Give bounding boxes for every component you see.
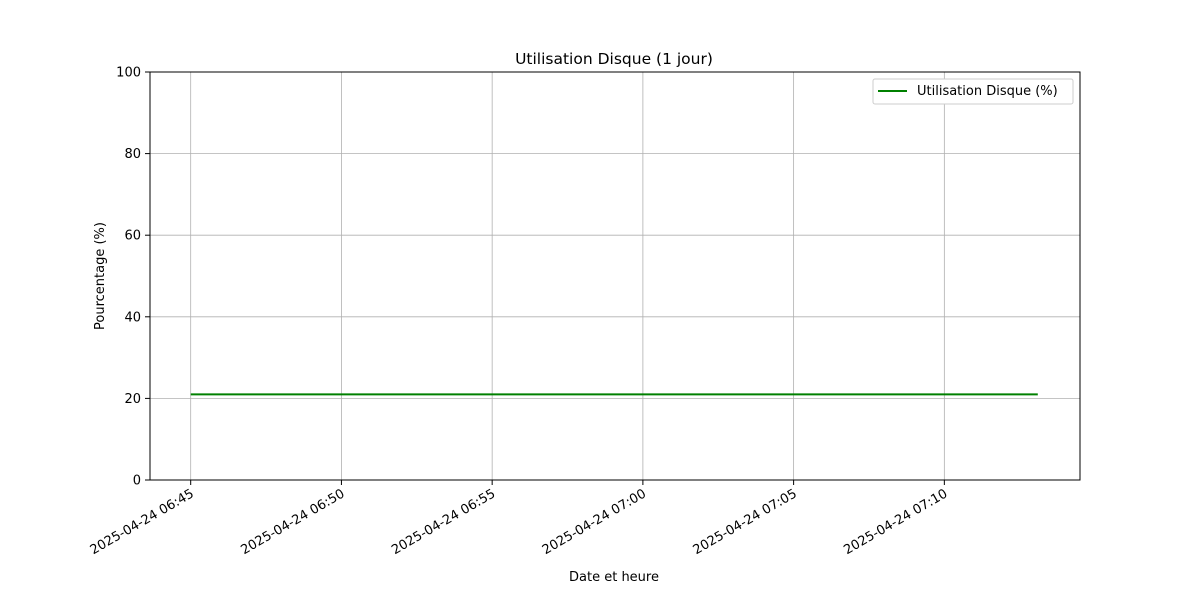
y-axis-title: Pourcentage (%) — [93, 222, 108, 330]
legend-box — [872, 78, 1074, 105]
y-axis: 0 20 40 60 80 100 — [116, 66, 150, 489]
y-tick-label: 80 — [124, 147, 141, 162]
y-tick-label: 100 — [116, 66, 141, 81]
chart-title: Utilisation Disque (1 jour) — [515, 50, 713, 68]
legend-label: Utilisation Disque (%) — [917, 84, 1058, 99]
y-tick-label: 40 — [124, 310, 141, 325]
y-tick-label: 20 — [124, 392, 141, 407]
x-axis-title: Date et heure — [569, 570, 659, 585]
plot-frame — [149, 71, 1081, 481]
y-tick-label: 0 — [133, 474, 141, 489]
y-tick-label: 60 — [124, 229, 141, 244]
legend: Utilisation Disque (%) — [872, 78, 1074, 105]
